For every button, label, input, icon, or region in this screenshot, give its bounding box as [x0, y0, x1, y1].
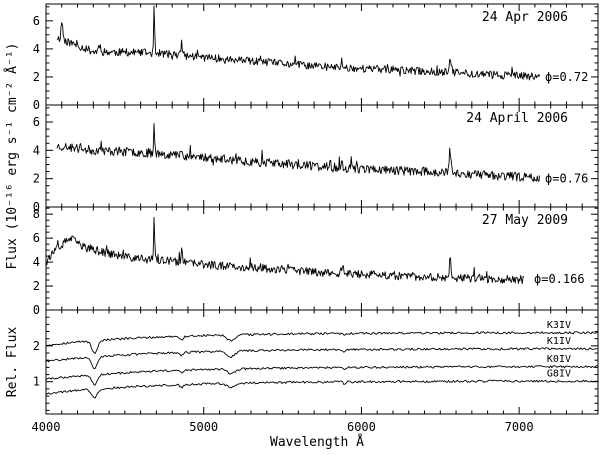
x-tick-label: 4000 [32, 420, 61, 434]
phase-label: ϕ=0.72 [545, 70, 588, 84]
data-layer: 24 Apr 2006 ϕ=0.72 24 April 2006 ϕ=0.76 27 M… [45, 5, 598, 399]
y-tick-label: 4 [33, 42, 40, 56]
reference-star-label: K1IV [547, 336, 571, 347]
panel-date-label: 24 April 2006 [466, 111, 568, 126]
y-tick-label: 1 [33, 375, 40, 389]
phase-label: ϕ=0.166 [534, 272, 585, 286]
x-tick-label: 5000 [189, 420, 218, 434]
reference-star-label: K0IV [547, 354, 571, 365]
y-tick-label: 2 [33, 172, 40, 186]
reference-spectrum-line [45, 347, 598, 370]
reference-star-label: K3IV [547, 320, 571, 331]
reference-star-label: G8IV [547, 369, 571, 380]
reference-spectrum-line [45, 331, 598, 354]
x-axis-title: Wavelength Å [270, 434, 364, 450]
phase-label: ϕ=0.76 [545, 172, 588, 186]
y-tick-label: 2 [33, 70, 40, 84]
x-tick-label: 6000 [347, 420, 376, 434]
y-tick-label: 6 [33, 115, 40, 129]
spectrum-line [56, 5, 541, 81]
spectrum-line [45, 216, 525, 285]
y-tick-label: 0 [33, 200, 40, 214]
y-tick-label: 2 [33, 279, 40, 293]
flux-axis-title: Flux (10⁻¹⁶ erg s⁻¹ cm⁻² Å⁻¹) [4, 43, 20, 270]
x-tick-label: 7000 [505, 420, 534, 434]
spectrum-line [56, 123, 541, 182]
y-tick-label: 0 [33, 303, 40, 317]
y-tick-label: 6 [33, 14, 40, 28]
panel-date-label: 24 Apr 2006 [482, 10, 568, 25]
rel-flux-axis-title: Rel. Flux [5, 327, 20, 398]
plot-frame [45, 3, 599, 415]
reference-spectrum-line [45, 379, 598, 399]
y-tick-label: 4 [33, 143, 40, 157]
reference-spectrum-line [45, 365, 598, 386]
y-tick-label: 2 [33, 339, 40, 353]
y-tick-label: 8 [33, 207, 40, 221]
y-tick-label: 4 [33, 255, 40, 269]
y-tick-label: 6 [33, 231, 40, 245]
y-tick-label: 0 [33, 98, 40, 112]
label-layer: Wavelength Å Flux (10⁻¹⁶ erg s⁻¹ cm⁻² Å⁻… [4, 43, 364, 450]
panel-date-label: 27 May 2009 [482, 213, 568, 228]
